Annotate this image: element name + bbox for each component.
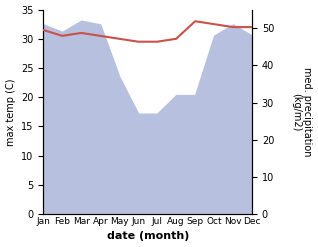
Y-axis label: med. precipitation
(kg/m2): med. precipitation (kg/m2) (291, 67, 313, 157)
X-axis label: date (month): date (month) (107, 231, 189, 242)
Y-axis label: max temp (C): max temp (C) (5, 78, 16, 145)
